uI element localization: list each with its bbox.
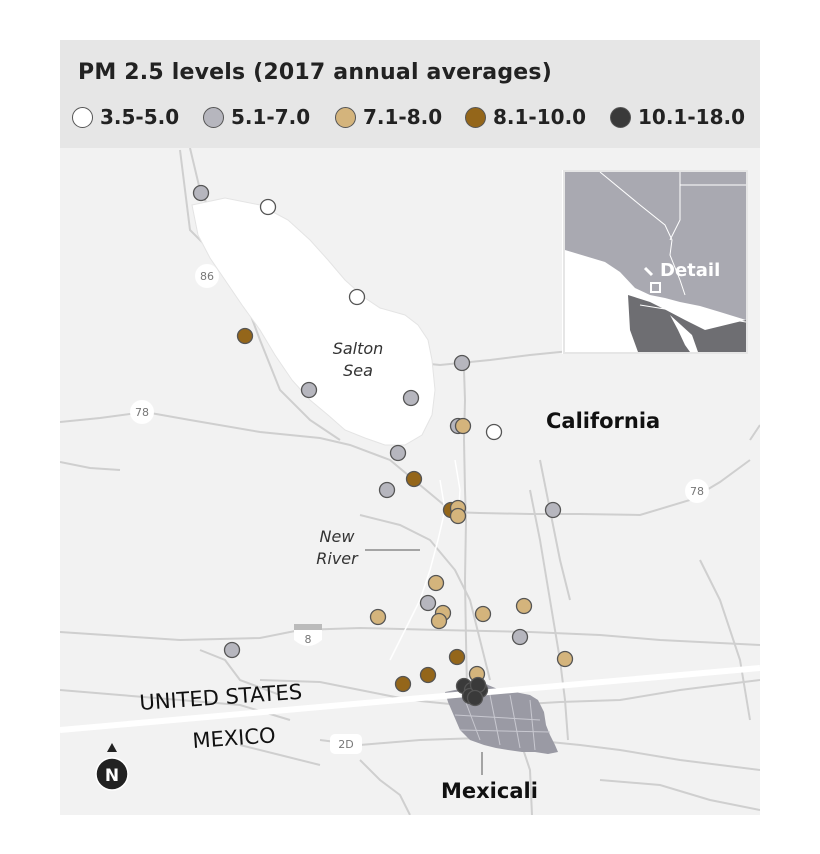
legend-label: 3.5-5.0 (100, 105, 180, 129)
salton-sea-label-1: Salton (333, 339, 384, 358)
legend: PM 2.5 levels (2017 annual averages) 3.5… (60, 40, 760, 148)
new-river-label-1: New (320, 527, 356, 546)
monitoring-station-marker (453, 354, 471, 372)
monitoring-station-marker (223, 641, 241, 659)
legend-swatch (335, 106, 356, 128)
monitoring-station-marker (430, 612, 448, 630)
highway-86: 86 (195, 264, 219, 288)
monitoring-station-marker (556, 650, 574, 668)
mexicali-label: Mexicali (441, 779, 538, 803)
monitoring-station-marker (544, 501, 562, 519)
monitoring-station-marker (454, 417, 472, 435)
legend-title: PM 2.5 levels (2017 annual averages) (78, 60, 552, 85)
svg-text:8: 8 (305, 633, 312, 646)
monitoring-station-marker (485, 423, 503, 441)
svg-text:86: 86 (200, 270, 214, 283)
monitoring-station-marker (448, 648, 466, 666)
monitoring-station-marker (259, 198, 277, 216)
monitoring-station-marker (236, 327, 254, 345)
legend-swatch (465, 106, 486, 128)
salton-sea (191, 197, 436, 446)
salton-sea-label-2: Sea (343, 361, 373, 380)
monitoring-station-marker (402, 389, 420, 407)
monitoring-station-marker (369, 608, 387, 626)
monitoring-stations (192, 184, 574, 707)
legend-swatch (203, 106, 224, 128)
map-canvas: 86 78 78 8 2D Salton Sea New River Calif… (60, 147, 760, 815)
highway-78-west: 78 (130, 400, 154, 424)
monitoring-station-marker (389, 444, 407, 462)
mexico-label: MEXICO (192, 723, 277, 753)
monitoring-station-marker (405, 470, 423, 488)
monitoring-station-marker (300, 381, 318, 399)
legend-swatch (72, 106, 93, 128)
legend-item-10-1-18-0: 10.1-18.0 (610, 104, 745, 130)
highway-78-east: 78 (685, 479, 709, 503)
legend-label: 7.1-8.0 (363, 105, 443, 129)
monitoring-station-marker (394, 675, 412, 693)
legend-item-7-1-8-0: 7.1-8.0 (335, 104, 442, 130)
inset-detail-label: Detail (660, 260, 720, 281)
monitoring-station-marker (348, 288, 366, 306)
legend-label: 8.1-10.0 (493, 105, 587, 129)
monitoring-station-marker (515, 597, 533, 615)
legend-item-3-5-5-0: 3.5-5.0 (72, 104, 179, 130)
monitoring-station-marker (378, 481, 396, 499)
svg-text:78: 78 (135, 406, 149, 419)
new-river-label-2: River (316, 549, 359, 568)
monitoring-station-marker (449, 507, 467, 525)
monitoring-station-marker (511, 628, 529, 646)
mexicali-streets (454, 694, 551, 751)
compass: N (95, 743, 129, 791)
monitoring-station-marker (419, 594, 437, 612)
inset-map: Detail (562, 170, 748, 354)
svg-text:2D: 2D (338, 738, 353, 751)
legend-label: 10.1-18.0 (638, 105, 745, 129)
monitoring-station-marker (192, 184, 210, 202)
monitoring-station-marker (427, 574, 445, 592)
svg-text:78: 78 (690, 485, 704, 498)
california-label: California (546, 409, 660, 433)
legend-item-5-1-7-0: 5.1-7.0 (203, 104, 310, 130)
monitoring-station-marker (419, 666, 437, 684)
legend-swatch (610, 106, 631, 128)
monitoring-station-marker (466, 689, 484, 707)
highway-2d: 2D (330, 734, 362, 754)
svg-text:N: N (105, 766, 119, 786)
monitoring-station-marker (474, 605, 492, 623)
legend-item-8-1-10-0: 8.1-10.0 (465, 104, 586, 130)
map: 86 78 78 8 2D Salton Sea New River Calif… (60, 40, 760, 815)
legend-label: 5.1-7.0 (231, 105, 311, 129)
highway-8-shield: 8 (294, 624, 322, 646)
border-line (60, 665, 760, 733)
